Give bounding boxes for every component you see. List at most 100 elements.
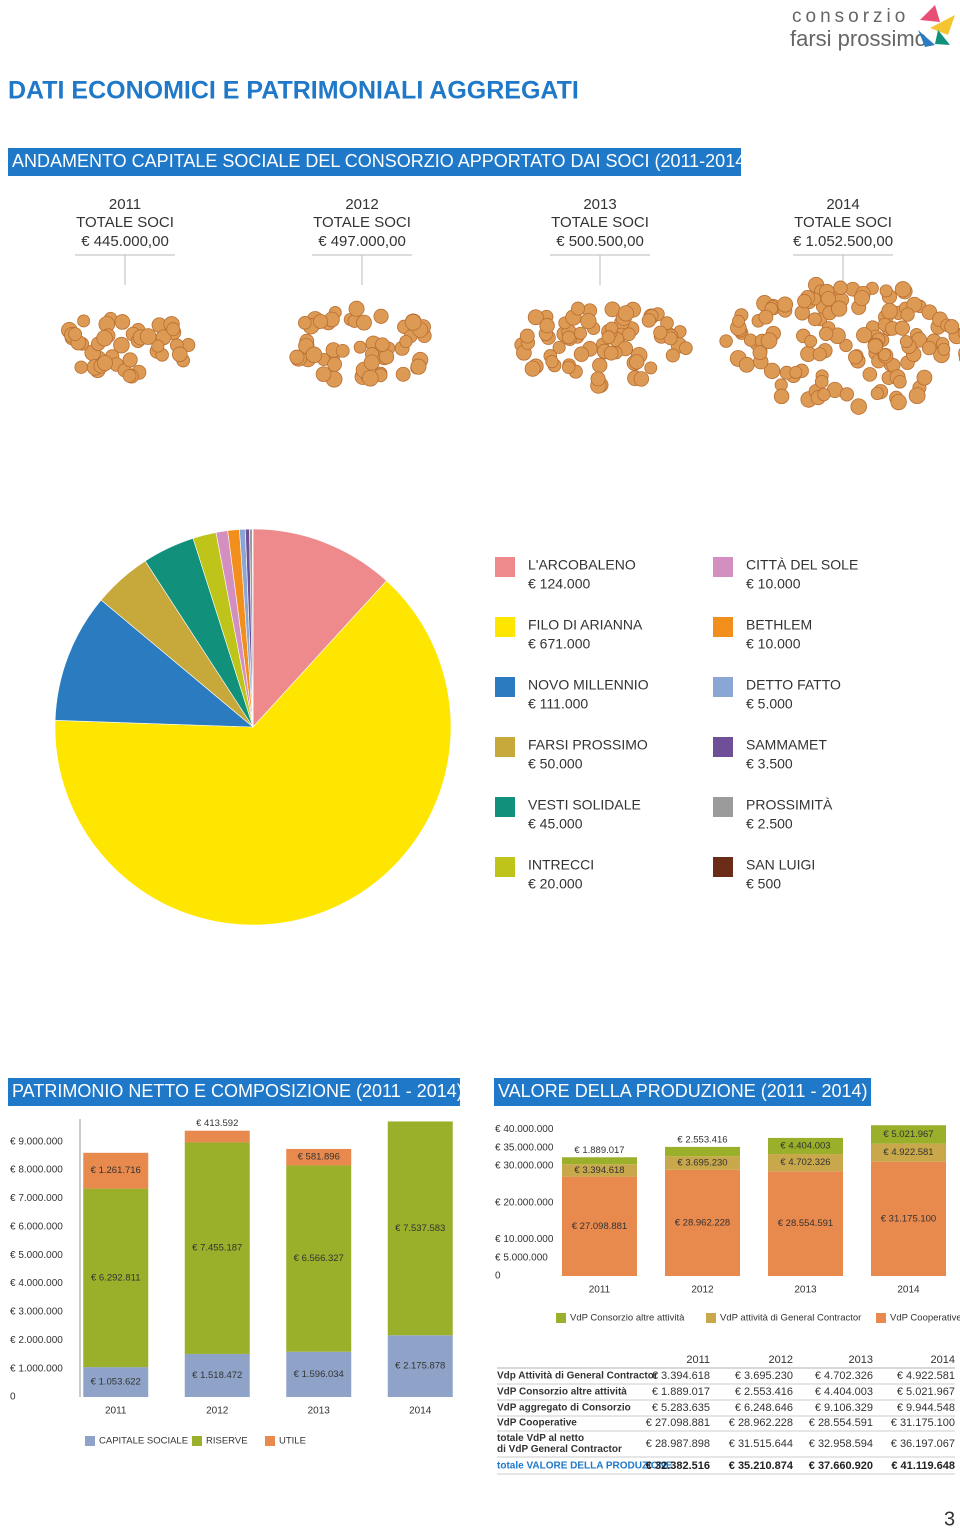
legend-label: FILO DI ARIANNA bbox=[528, 617, 643, 633]
chickpea bbox=[899, 335, 913, 348]
chickpea bbox=[151, 339, 165, 353]
chickpea bbox=[812, 347, 827, 362]
section-banner bbox=[494, 1078, 871, 1106]
table-header: 2012 bbox=[769, 1354, 793, 1366]
year-label: TOTALE SOCI bbox=[794, 214, 892, 231]
bar-segment bbox=[871, 1143, 946, 1162]
legend-swatch bbox=[495, 557, 515, 577]
legend-swatch bbox=[713, 737, 733, 757]
table-cell: € 9.106.329 bbox=[815, 1402, 873, 1414]
year-amount: € 1.052.500,00 bbox=[793, 233, 893, 250]
legend-swatch bbox=[713, 557, 733, 577]
chickpea bbox=[395, 366, 411, 382]
table-row-label: totale VdP al netto bbox=[497, 1433, 584, 1444]
chickpea bbox=[856, 327, 873, 344]
page-number: 3 bbox=[944, 1508, 955, 1530]
data-label: € 31.175.100 bbox=[881, 1213, 936, 1224]
legend-label: INTRECCI bbox=[528, 857, 594, 873]
y-tick-label: € 5.000.000 bbox=[10, 1250, 63, 1261]
logo-line1: consorzio bbox=[792, 6, 909, 27]
chickpea bbox=[68, 327, 83, 342]
table-cell: € 41.119.648 bbox=[891, 1460, 955, 1472]
chickpea bbox=[894, 281, 912, 298]
section-banner bbox=[8, 1078, 460, 1106]
bar-segment bbox=[286, 1351, 352, 1397]
legend-label: SAMMAMET bbox=[746, 737, 827, 753]
chickpea bbox=[758, 309, 774, 325]
chickpea bbox=[777, 296, 794, 313]
table-cell: € 28.987.898 bbox=[646, 1438, 710, 1450]
page-title: DATI ECONOMICI E PATRIMONIALI AGGREGATI bbox=[8, 77, 579, 105]
y-tick-label: € 10.000.000 bbox=[495, 1234, 554, 1245]
table-cell: € 32.958.594 bbox=[809, 1438, 873, 1450]
chickpea bbox=[908, 387, 926, 405]
chickpea bbox=[77, 314, 91, 328]
chickpea bbox=[916, 369, 933, 386]
table-row-label: VdP Consorzio altre attività bbox=[497, 1387, 627, 1398]
table-cell: € 2.553.416 bbox=[735, 1386, 793, 1398]
x-tick-label: 2014 bbox=[897, 1285, 920, 1296]
chickpea bbox=[819, 326, 834, 341]
bar-segment bbox=[184, 1130, 250, 1143]
chickpea bbox=[327, 356, 342, 372]
legend-label: VdP Consorzio altre attività bbox=[570, 1313, 685, 1324]
table-cell: € 5.283.635 bbox=[652, 1402, 710, 1414]
legend-value: € 124.000 bbox=[528, 576, 590, 592]
chickpea bbox=[603, 345, 619, 361]
bar-segment bbox=[665, 1156, 740, 1170]
chickpea bbox=[580, 312, 597, 330]
pie-slice bbox=[252, 528, 387, 728]
legend-swatch bbox=[713, 797, 733, 817]
y-tick-label: € 1.000.000 bbox=[10, 1363, 63, 1374]
chickpea bbox=[313, 313, 329, 329]
year-amount: € 500.500,00 bbox=[556, 233, 644, 250]
bar-segment bbox=[286, 1165, 352, 1352]
table-cell: € 4.404.003 bbox=[815, 1386, 873, 1398]
y-tick-label: € 3.000.000 bbox=[10, 1307, 63, 1318]
legend-label: CITTÀ DEL SOLE bbox=[746, 557, 858, 573]
legend-label: FARSI PROSSIMO bbox=[528, 737, 648, 753]
legend-value: € 2.500 bbox=[746, 816, 793, 832]
y-tick-label: € 35.000.000 bbox=[495, 1142, 554, 1153]
chickpea bbox=[633, 371, 650, 387]
legend-swatch bbox=[495, 857, 515, 877]
chickpea bbox=[545, 355, 559, 369]
pie-slice bbox=[54, 599, 254, 728]
table-cell: € 4.702.326 bbox=[815, 1370, 873, 1382]
legend-label: CAPITALE SOCIALE bbox=[99, 1436, 188, 1447]
y-tick-label: € 5.000.000 bbox=[495, 1252, 548, 1263]
y-tick-label: € 7.000.000 bbox=[10, 1193, 63, 1204]
legend-label: VESTI SOLIDALE bbox=[528, 797, 641, 813]
y-tick-label: € 40.000.000 bbox=[495, 1124, 554, 1135]
legend-value: € 3.500 bbox=[746, 756, 793, 772]
chickpea bbox=[752, 345, 768, 361]
y-tick-label: € 30.000.000 bbox=[495, 1161, 554, 1172]
chickpea bbox=[122, 352, 138, 368]
bar-segment bbox=[562, 1164, 637, 1177]
data-label: € 7.455.187 bbox=[192, 1243, 242, 1254]
chickpea bbox=[573, 346, 590, 362]
legend-swatch bbox=[85, 1436, 95, 1446]
table-cell: € 3.394.618 bbox=[652, 1370, 710, 1382]
chickpea bbox=[592, 357, 608, 374]
legend-value: € 111.000 bbox=[528, 696, 588, 712]
legend-swatch bbox=[495, 797, 515, 817]
data-label: € 6.566.327 bbox=[294, 1253, 344, 1264]
x-tick-label: 2012 bbox=[206, 1406, 229, 1417]
y-tick-label: € 2.000.000 bbox=[10, 1335, 63, 1346]
chickpea bbox=[289, 349, 305, 365]
chickpea bbox=[552, 340, 566, 354]
bar-segment bbox=[665, 1146, 740, 1157]
data-label: € 3.394.618 bbox=[574, 1165, 624, 1176]
table-cell: € 36.197.067 bbox=[891, 1438, 955, 1450]
chickpea bbox=[833, 280, 848, 295]
chickpea bbox=[621, 327, 636, 342]
chickpea bbox=[831, 300, 848, 317]
logo-mark bbox=[918, 5, 955, 47]
data-label: € 1.518.472 bbox=[192, 1370, 242, 1381]
bar-segment bbox=[871, 1125, 946, 1144]
legend-swatch bbox=[713, 857, 733, 877]
chickpea bbox=[653, 325, 668, 340]
bar-segment bbox=[387, 1121, 453, 1336]
chickpea bbox=[617, 305, 635, 322]
